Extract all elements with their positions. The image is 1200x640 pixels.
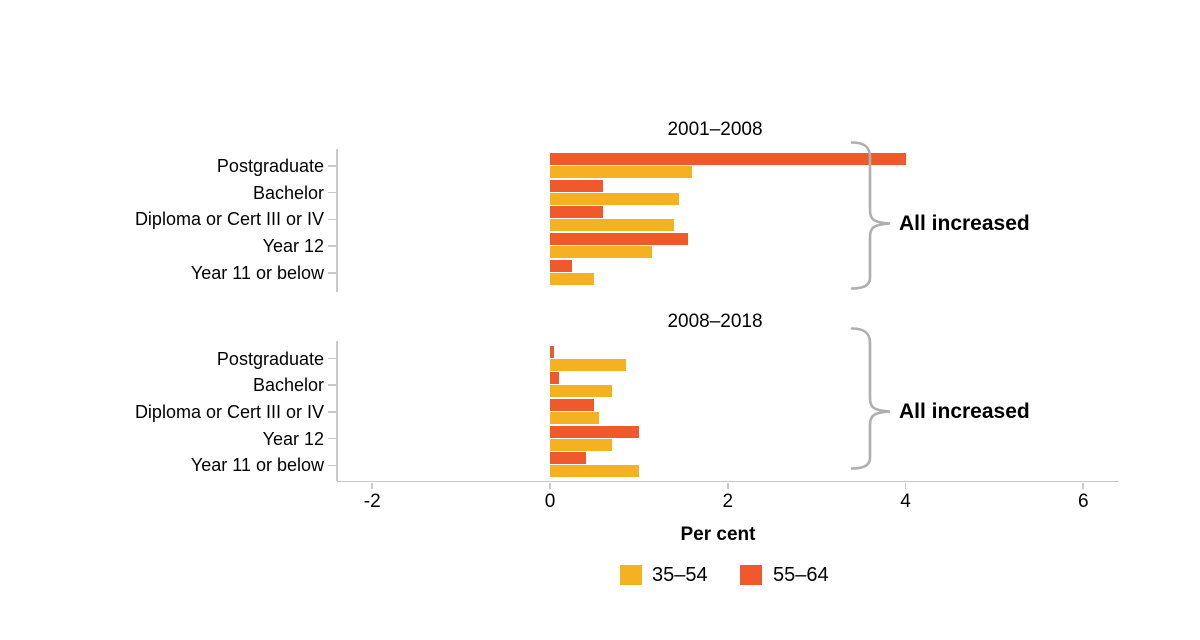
bar-35–54 bbox=[550, 385, 613, 398]
bar-55–64 bbox=[550, 372, 559, 385]
x-axis-tick-label: 0 bbox=[544, 491, 556, 512]
bar-35–54 bbox=[550, 272, 595, 285]
x-axis-tick-label: 2 bbox=[722, 491, 734, 512]
panel-title-top: 2001–2008 bbox=[667, 119, 763, 140]
bar-35–54 bbox=[550, 411, 599, 424]
x-axis-line bbox=[337, 480, 1119, 483]
bar-55–64 bbox=[550, 398, 595, 411]
category-label: Bachelor bbox=[252, 182, 324, 203]
legend-swatch-55-64 bbox=[740, 565, 762, 585]
legend-label-55-64: 55–64 bbox=[773, 564, 829, 586]
annotation-all-increased-top: All increased bbox=[899, 212, 1030, 235]
category-tick bbox=[328, 384, 337, 386]
x-axis-label: Per cent bbox=[680, 524, 756, 545]
x-axis-tick bbox=[904, 482, 907, 489]
category-tick bbox=[328, 437, 337, 440]
bar-55–64 bbox=[550, 259, 573, 272]
bar-55–64 bbox=[550, 153, 906, 165]
y-axis-line bbox=[336, 341, 338, 481]
legend-label-35-54: 35–54 bbox=[652, 564, 708, 586]
category-label: Bachelor bbox=[252, 375, 324, 396]
bar-35–54 bbox=[550, 438, 613, 451]
category-tick bbox=[328, 165, 337, 167]
category-tick bbox=[328, 411, 337, 413]
category-label: Year 12 bbox=[262, 236, 324, 257]
bar-35–54 bbox=[550, 219, 675, 232]
bar-35–54 bbox=[550, 166, 693, 178]
category-tick bbox=[328, 191, 337, 194]
x-axis-tick bbox=[371, 482, 374, 489]
x-axis-tick bbox=[1082, 482, 1085, 489]
x-axis-tick-label: -2 bbox=[363, 491, 381, 512]
annotation-all-increased-bottom: All increased bbox=[899, 400, 1030, 423]
x-axis-tick bbox=[549, 482, 551, 489]
panel-title-bottom: 2008–2018 bbox=[667, 311, 763, 332]
category-label: Diploma or Cert III or IV bbox=[134, 401, 324, 422]
curly-brace-bottom bbox=[850, 327, 891, 470]
category-label: Postgraduate bbox=[216, 348, 324, 369]
bar-55–64 bbox=[550, 452, 586, 465]
category-label: Year 12 bbox=[262, 428, 324, 449]
category-label: Year 11 or below bbox=[190, 455, 324, 476]
bar-55–64 bbox=[550, 233, 688, 246]
legend-swatch-35-54 bbox=[620, 565, 642, 585]
category-tick bbox=[328, 218, 337, 221]
category-tick bbox=[328, 272, 337, 274]
y-axis-line bbox=[336, 149, 338, 292]
category-tick bbox=[328, 245, 337, 247]
bar-35–54 bbox=[550, 192, 679, 205]
bar-35–54 bbox=[550, 358, 626, 371]
bar-35–54 bbox=[550, 246, 653, 259]
category-tick bbox=[328, 357, 337, 360]
bar-55–64 bbox=[550, 345, 555, 358]
x-axis-tick-label: 4 bbox=[900, 491, 911, 512]
bar-35–54 bbox=[550, 465, 639, 478]
bar-55–64 bbox=[550, 179, 604, 192]
x-axis-tick-label: 6 bbox=[1077, 491, 1089, 512]
x-axis-tick bbox=[726, 482, 729, 489]
category-tick bbox=[328, 464, 337, 467]
category-label: Postgraduate bbox=[216, 156, 324, 176]
category-label: Diploma or Cert III or IV bbox=[134, 209, 324, 230]
bar-55–64 bbox=[550, 425, 639, 438]
bar-55–64 bbox=[550, 206, 604, 219]
category-label: Year 11 or below bbox=[190, 262, 324, 283]
